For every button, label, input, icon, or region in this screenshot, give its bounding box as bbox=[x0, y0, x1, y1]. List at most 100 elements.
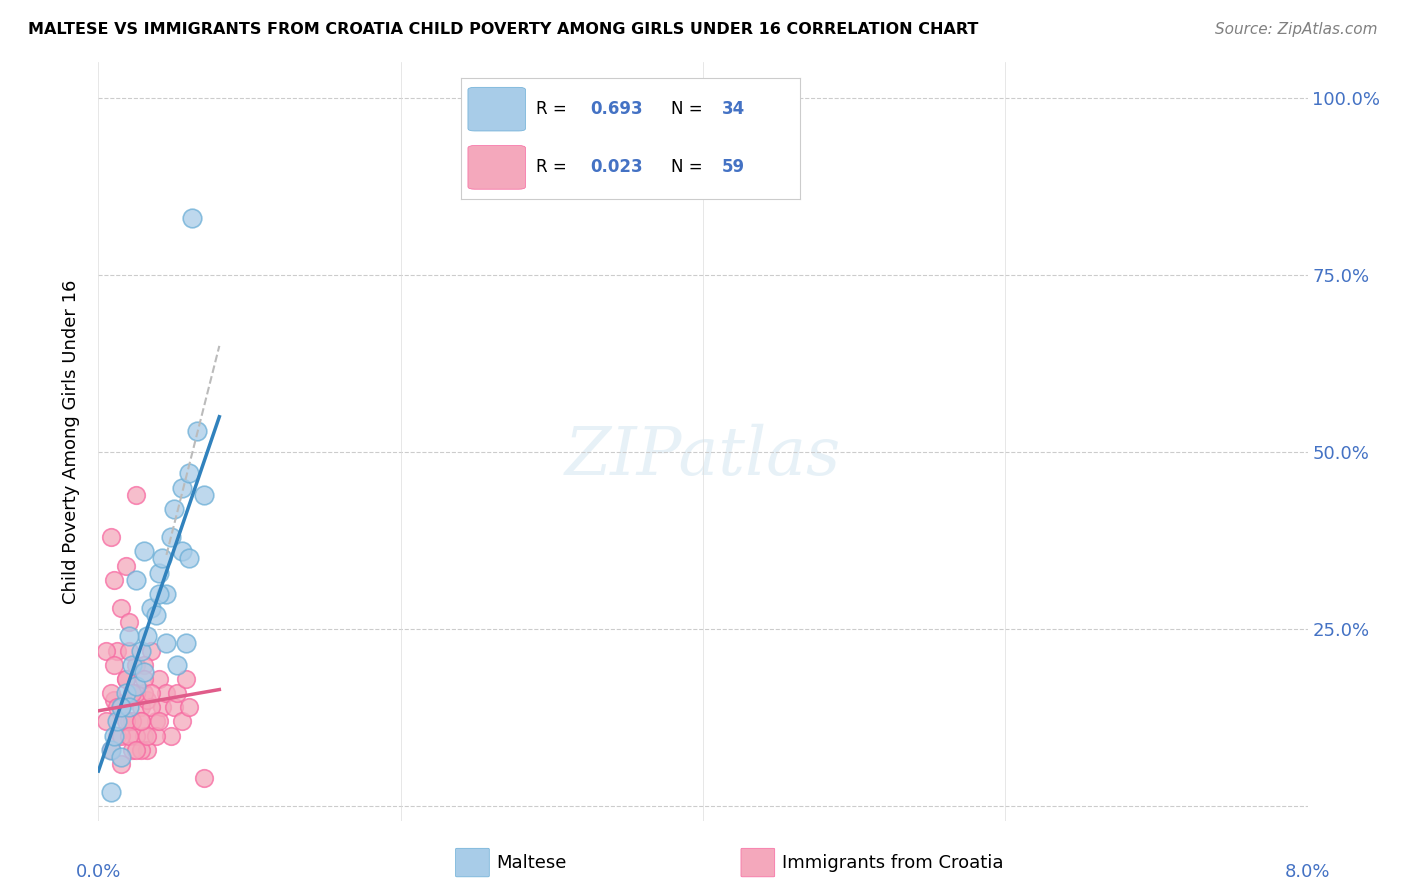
Point bbox=[118, 629, 141, 643]
Point bbox=[135, 729, 157, 743]
Point bbox=[179, 551, 201, 566]
Point bbox=[132, 686, 155, 700]
Point bbox=[132, 729, 155, 743]
Point bbox=[105, 729, 128, 743]
Point bbox=[100, 743, 122, 757]
Point bbox=[100, 785, 122, 799]
Point bbox=[114, 672, 136, 686]
Point bbox=[193, 771, 215, 785]
Point bbox=[170, 714, 193, 729]
Point bbox=[114, 686, 136, 700]
Point bbox=[100, 743, 122, 757]
Point bbox=[170, 481, 193, 495]
Text: ZIPatlas: ZIPatlas bbox=[565, 424, 841, 490]
Point bbox=[148, 587, 170, 601]
Point bbox=[110, 750, 132, 764]
Point bbox=[174, 636, 197, 650]
Point bbox=[141, 700, 163, 714]
Point bbox=[129, 643, 152, 657]
Point bbox=[170, 544, 193, 558]
Point bbox=[118, 714, 141, 729]
Point bbox=[100, 530, 122, 544]
Point bbox=[125, 488, 148, 502]
Text: Immigrants from Croatia: Immigrants from Croatia bbox=[782, 854, 1004, 871]
Point bbox=[118, 729, 141, 743]
Point bbox=[125, 686, 148, 700]
Point bbox=[121, 657, 143, 672]
Point bbox=[163, 700, 186, 714]
Point bbox=[114, 558, 136, 573]
Point bbox=[103, 573, 125, 587]
Point bbox=[121, 686, 143, 700]
Point bbox=[110, 700, 132, 714]
Point bbox=[148, 714, 170, 729]
Point bbox=[118, 615, 141, 630]
Point bbox=[103, 729, 125, 743]
Point bbox=[129, 714, 152, 729]
Point bbox=[145, 608, 167, 623]
Point bbox=[179, 467, 201, 481]
Point bbox=[181, 211, 204, 226]
Point bbox=[135, 629, 157, 643]
Point bbox=[155, 587, 177, 601]
Point bbox=[121, 714, 143, 729]
Point bbox=[125, 657, 148, 672]
Point bbox=[105, 643, 128, 657]
Point bbox=[121, 743, 143, 757]
Point bbox=[100, 686, 122, 700]
Point bbox=[160, 729, 183, 743]
Point bbox=[145, 729, 167, 743]
Point bbox=[132, 672, 155, 686]
Point bbox=[103, 657, 125, 672]
Text: Maltese: Maltese bbox=[496, 854, 567, 871]
Point bbox=[110, 700, 132, 714]
Point bbox=[129, 714, 152, 729]
Text: MALTESE VS IMMIGRANTS FROM CROATIA CHILD POVERTY AMONG GIRLS UNDER 16 CORRELATIO: MALTESE VS IMMIGRANTS FROM CROATIA CHILD… bbox=[28, 22, 979, 37]
Point bbox=[114, 714, 136, 729]
Point bbox=[118, 700, 141, 714]
Point bbox=[135, 693, 157, 707]
Point bbox=[150, 551, 173, 566]
Point bbox=[148, 672, 170, 686]
Point bbox=[186, 424, 208, 438]
Point bbox=[129, 700, 152, 714]
Point bbox=[94, 714, 117, 729]
Point bbox=[118, 643, 141, 657]
Point bbox=[174, 672, 197, 686]
Text: 0.0%: 0.0% bbox=[76, 863, 121, 881]
Text: Source: ZipAtlas.com: Source: ZipAtlas.com bbox=[1215, 22, 1378, 37]
Point bbox=[179, 700, 201, 714]
Point bbox=[94, 643, 117, 657]
Y-axis label: Child Poverty Among Girls Under 16: Child Poverty Among Girls Under 16 bbox=[62, 279, 80, 604]
Point bbox=[132, 665, 155, 679]
Point bbox=[132, 544, 155, 558]
Point bbox=[125, 679, 148, 693]
Point bbox=[155, 686, 177, 700]
Point bbox=[141, 643, 163, 657]
Point bbox=[105, 700, 128, 714]
Point bbox=[110, 756, 132, 771]
Point bbox=[125, 573, 148, 587]
Point bbox=[110, 601, 132, 615]
Point bbox=[132, 657, 155, 672]
Point bbox=[141, 686, 163, 700]
Point bbox=[193, 488, 215, 502]
Point bbox=[129, 743, 152, 757]
Point bbox=[135, 743, 157, 757]
Point bbox=[125, 729, 148, 743]
Point bbox=[121, 686, 143, 700]
Point bbox=[166, 686, 188, 700]
Point bbox=[114, 672, 136, 686]
Point bbox=[103, 693, 125, 707]
Point bbox=[166, 657, 188, 672]
Point bbox=[141, 601, 163, 615]
Point bbox=[150, 700, 173, 714]
Point bbox=[125, 743, 148, 757]
Text: 8.0%: 8.0% bbox=[1285, 863, 1330, 881]
Point bbox=[110, 729, 132, 743]
Point bbox=[160, 530, 183, 544]
Point bbox=[155, 636, 177, 650]
Point bbox=[145, 714, 167, 729]
Point bbox=[163, 501, 186, 516]
Point bbox=[148, 566, 170, 580]
